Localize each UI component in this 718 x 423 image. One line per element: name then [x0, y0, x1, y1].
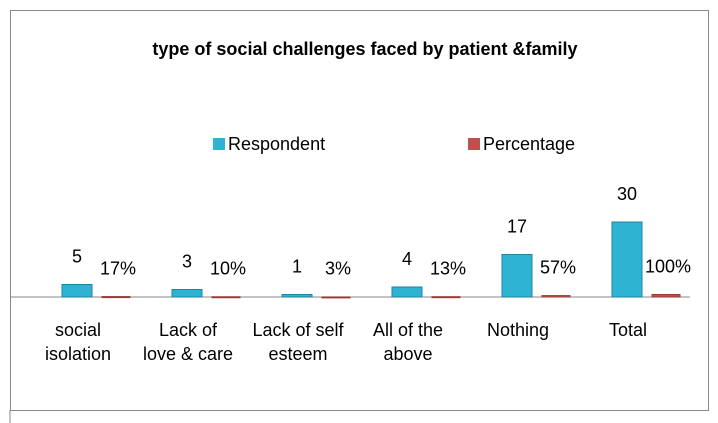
bar [611, 221, 643, 298]
data-label: 10% [210, 259, 246, 279]
bar [281, 294, 313, 298]
bar [101, 296, 131, 299]
data-label: 1 [292, 256, 302, 276]
legend-swatch [468, 138, 480, 150]
data-label: 17% [100, 258, 136, 278]
bar [321, 296, 351, 299]
bar [651, 294, 681, 298]
data-label: 3 [182, 251, 192, 271]
bar [211, 296, 241, 299]
legend-label: Respondent [228, 134, 325, 154]
data-label: 57% [540, 257, 576, 277]
legend-swatch [213, 138, 225, 150]
chart-border [10, 10, 709, 411]
x-tick-label: social isolation [44, 320, 112, 364]
bar [391, 286, 423, 298]
x-tick-label: Total [608, 320, 648, 340]
bar [431, 296, 461, 299]
data-label: 5 [72, 246, 82, 266]
data-label: 3% [325, 259, 351, 279]
data-label: 4 [402, 249, 412, 269]
bar [541, 295, 571, 298]
legend-label: Percentage [483, 134, 575, 154]
x-tick-label: All of the above [372, 320, 444, 364]
data-label: 100% [645, 256, 691, 276]
data-label: 30 [617, 184, 637, 204]
data-label: 13% [430, 258, 466, 278]
chart-title: type of social challenges faced by patie… [152, 39, 578, 59]
bar [501, 254, 533, 298]
bar [171, 289, 203, 298]
bar [61, 284, 93, 298]
data-label: 17 [507, 216, 527, 236]
x-tick-label: Nothing [486, 320, 550, 340]
x-tick-label: Lack of self esteem [252, 320, 344, 364]
x-tick-label: Lack of love & care [142, 320, 234, 364]
